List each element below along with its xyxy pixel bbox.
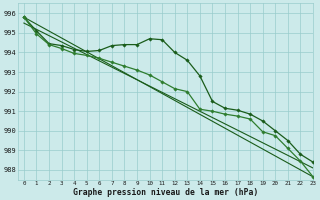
X-axis label: Graphe pression niveau de la mer (hPa): Graphe pression niveau de la mer (hPa) [73, 188, 258, 197]
